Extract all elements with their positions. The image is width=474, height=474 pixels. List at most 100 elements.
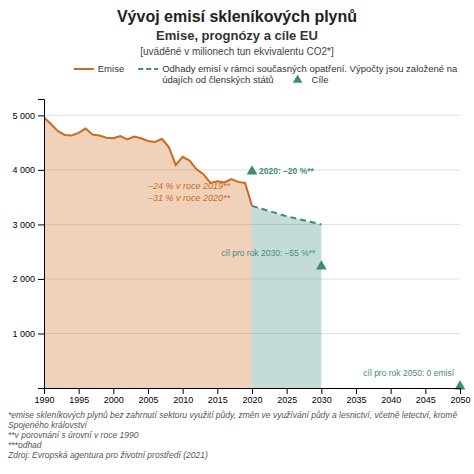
x-tick-label: 2040 [381, 395, 401, 405]
y-tick: 5 000 [12, 111, 44, 121]
y-axis-line [38, 100, 45, 389]
chart: Vývoj emisí skleníkových plynů Emise, pro… [0, 0, 474, 474]
grid-line [44, 115, 460, 116]
y-tick: 3 000 [12, 220, 44, 230]
x-tick-mark [183, 388, 184, 394]
x-tick: 1990 [34, 388, 54, 405]
footnote: **v porovnání s úrovní v roce 1990 [8, 430, 139, 440]
x-tick-mark [113, 388, 114, 394]
y-tick-label: 5 000 [12, 111, 35, 121]
legend-item: Cíle [293, 74, 329, 85]
y-tick-mark [38, 333, 44, 334]
area-fill [252, 206, 321, 388]
y-tick-label: 4 000 [12, 165, 35, 175]
x-tick-mark [391, 388, 392, 394]
annotations: –24 % v roce 2019** –31 % v roce 2020** [147, 181, 231, 203]
x-tick: 1995 [69, 388, 89, 405]
x-tick: 2015 [208, 388, 228, 405]
x-tick-mark [79, 388, 80, 394]
y-tick: 4 000 [12, 165, 44, 175]
line [44, 118, 252, 206]
line [252, 206, 321, 225]
legend-swatch [74, 68, 94, 70]
legend-swatch [293, 74, 303, 82]
point-label: cíl pro rok 2030: –55 %** [221, 248, 316, 258]
y-tick-mark [38, 170, 44, 171]
legend-label: Cíle [312, 74, 329, 85]
x-axis: 1990 1995 2000 2005 2010 2015 2020 2025 2030 2035… [34, 388, 470, 405]
plot: 2020: –20 %** cíl pro rok 2030: –55 %** cí… [12, 100, 470, 406]
chart-container: Vývoj emisí skleníkových plynů Emise, pro… [0, 0, 474, 474]
x-tick-label: 1995 [69, 395, 89, 405]
target-marker [247, 165, 258, 174]
text-line: *emise skleníkových plynů bez zahrnutí s… [8, 410, 460, 420]
legend-label: Emise [98, 63, 124, 74]
x-tick-label: 2045 [416, 395, 436, 405]
x-tick-mark [425, 388, 426, 394]
x-tick: 2040 [381, 388, 401, 405]
text-line: údajích od členských států [162, 74, 273, 85]
y-tick: 2 000 [12, 274, 44, 284]
footnote: Zdroj: Evropská agentura pro životní pro… [7, 450, 208, 460]
footnotes: *emise skleníkových plynů bez zahrnutí s… [7, 410, 460, 460]
x-tick-mark [321, 388, 322, 394]
x-tick-mark [252, 388, 253, 394]
x-tick-label: 1990 [34, 395, 54, 405]
text-line: Spojeného království [8, 420, 89, 430]
y-axis: 1 000 2 000 3 000 4 000 5 000 [12, 100, 44, 389]
markers [247, 165, 466, 389]
x-tick-label: 2005 [138, 395, 158, 405]
x-tick-label: 2050 [450, 395, 470, 405]
x-tick: 2000 [104, 388, 124, 405]
x-tick: 2010 [173, 388, 193, 405]
text-line: Zdroj: Evropská agentura pro životní pro… [7, 450, 208, 460]
legend-swatch [138, 68, 158, 70]
unit-note: [uváděné v milionech tun ekvivalentu CO2… [140, 46, 334, 57]
x-tick-mark [460, 388, 461, 394]
x-tick-mark [217, 388, 218, 394]
x-tick: 2050 [450, 388, 470, 405]
annotation: –24 % v roce 2019** [147, 181, 231, 191]
annotation: –31 % v roce 2020** [147, 193, 231, 203]
text-line: ***odhad [8, 440, 42, 450]
text-line: Odhady emisí v rámci současných opatření… [162, 63, 460, 74]
x-tick-label: 2025 [277, 395, 297, 405]
x-tick-mark [356, 388, 357, 394]
title: Vývoj emisí skleníkových plynů [117, 8, 357, 25]
data-area [44, 118, 321, 388]
y-tick-label: 3 000 [12, 220, 35, 230]
x-tick-label: 2000 [104, 395, 124, 405]
text-line: Cíle [312, 74, 329, 85]
point-label: 2020: –20 %** [259, 166, 315, 176]
legend-item: Odhady emisí v rámci současných opatření… [138, 63, 460, 85]
legend-item: Emise [74, 63, 124, 74]
x-tick-label: 2030 [312, 395, 332, 405]
x-tick: 2045 [416, 388, 436, 405]
x-tick: 2030 [312, 388, 332, 405]
x-tick: 2005 [138, 388, 158, 405]
footnote: *emise skleníkových plynů bez zahrnutí s… [8, 410, 460, 430]
x-axis-line [45, 389, 461, 395]
legend: Emise Odhady emisí v rámci současných opa… [74, 63, 460, 85]
subtitle: Emise, prognózy a cíle EU [156, 28, 318, 43]
y-tick-mark [38, 224, 44, 225]
x-tick: 2035 [346, 388, 366, 405]
x-tick-label: 2010 [173, 395, 193, 405]
x-tick-label: 2015 [208, 395, 228, 405]
y-tick-label: 1 000 [12, 329, 35, 339]
x-tick-mark [287, 388, 288, 394]
y-tick-label: 2 000 [12, 274, 35, 284]
point-labels: 2020: –20 %** cíl pro rok 2030: –55 %** cí… [221, 166, 454, 378]
legend-label: Odhady emisí v rámci současných opatření… [162, 63, 460, 85]
y-tick: 1 000 [12, 329, 44, 339]
point-label: cíl pro rok 2050: 0 emisí [363, 368, 454, 378]
y-tick-mark [38, 115, 44, 116]
x-tick-label: 2020 [242, 395, 262, 405]
target-marker [316, 260, 327, 269]
x-tick: 2025 [277, 388, 297, 405]
x-tick-label: 2035 [346, 395, 366, 405]
text-line: Emise [98, 63, 124, 74]
x-tick-mark [148, 388, 149, 394]
x-tick: 2020 [242, 388, 262, 405]
footnote: ***odhad [8, 440, 42, 450]
